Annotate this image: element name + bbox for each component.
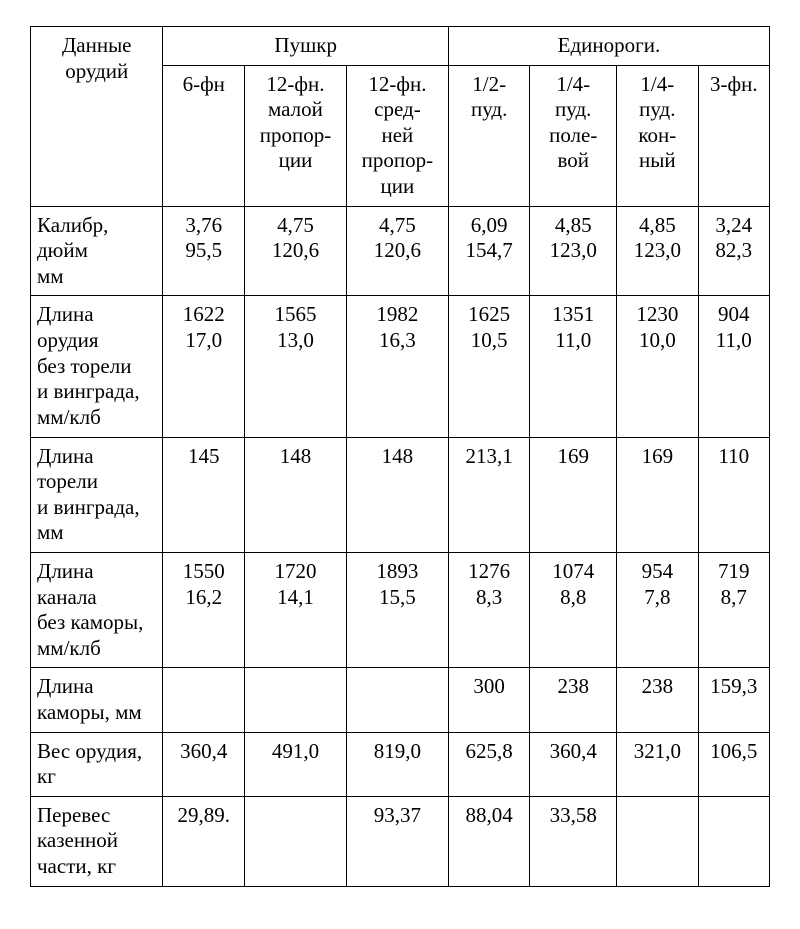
data-cell xyxy=(346,668,448,732)
data-cell: 904 11,0 xyxy=(698,296,769,437)
data-cell: 360,4 xyxy=(530,732,617,796)
data-cell xyxy=(163,668,245,732)
table-body: Калибр, дюйм мм3,76 95,54,75 120,64,75 1… xyxy=(31,206,770,886)
data-cell: 1893 15,5 xyxy=(346,552,448,667)
sub-header-1: 12-фн. малой пропор- ции xyxy=(245,65,347,206)
data-cell: 4,75 120,6 xyxy=(245,206,347,296)
sub-header-2: 12-фн. сред- ней пропор- ции xyxy=(346,65,448,206)
sub-header-4: 1/4- пуд. поле- вой xyxy=(530,65,617,206)
row-label: Длина каморы, мм xyxy=(31,668,163,732)
data-cell: 106,5 xyxy=(698,732,769,796)
sub-header-3: 1/2- пуд. xyxy=(448,65,530,206)
data-cell: 4,85 123,0 xyxy=(530,206,617,296)
data-cell: 1565 13,0 xyxy=(245,296,347,437)
data-cell: 3,76 95,5 xyxy=(163,206,245,296)
data-cell: 360,4 xyxy=(163,732,245,796)
data-cell: 1074 8,8 xyxy=(530,552,617,667)
data-cell: 4,85 123,0 xyxy=(617,206,699,296)
row-label: Вес орудия, кг xyxy=(31,732,163,796)
data-cell: 169 xyxy=(617,437,699,552)
data-cell: 1625 10,5 xyxy=(448,296,530,437)
table-row: Перевес казенной части, кг29,89. 93,3788,… xyxy=(31,796,770,886)
sub-header-6: 3-фн. xyxy=(698,65,769,206)
data-cell: 719 8,7 xyxy=(698,552,769,667)
row-label-header: Данные орудий xyxy=(31,27,163,207)
table-row: Длина каморы, мм300238238159,3 xyxy=(31,668,770,732)
row-label: Длина канала без каморы, мм/клб xyxy=(31,552,163,667)
table-row: Вес орудия, кг360,4491,0819,0625,8360,43… xyxy=(31,732,770,796)
data-cell: 491,0 xyxy=(245,732,347,796)
data-cell: 33,58 xyxy=(530,796,617,886)
data-cell: 110 xyxy=(698,437,769,552)
data-cell: 145 xyxy=(163,437,245,552)
data-cell xyxy=(245,668,347,732)
row-label: Длина торели и винграда, мм xyxy=(31,437,163,552)
data-cell: 625,8 xyxy=(448,732,530,796)
data-cell xyxy=(698,796,769,886)
data-cell: 1351 11,0 xyxy=(530,296,617,437)
row-label: Перевес казенной части, кг xyxy=(31,796,163,886)
data-cell: 3,24 82,3 xyxy=(698,206,769,296)
data-cell: 6,09 154,7 xyxy=(448,206,530,296)
table-header: Данные орудий Пушкр Единороги. 6-фн 12-ф… xyxy=(31,27,770,207)
table-row: Длина канала без каморы, мм/клб1550 16,2… xyxy=(31,552,770,667)
data-cell: 321,0 xyxy=(617,732,699,796)
data-cell: 1550 16,2 xyxy=(163,552,245,667)
data-cell: 93,37 xyxy=(346,796,448,886)
data-cell: 148 xyxy=(346,437,448,552)
table-row: Длина орудия без торели и винграда, мм/к… xyxy=(31,296,770,437)
data-cell: 1622 17,0 xyxy=(163,296,245,437)
data-cell: 238 xyxy=(617,668,699,732)
data-cell xyxy=(617,796,699,886)
row-label: Длина орудия без торели и винграда, мм/к… xyxy=(31,296,163,437)
data-cell: 213,1 xyxy=(448,437,530,552)
data-cell: 1230 10,0 xyxy=(617,296,699,437)
sub-header-5: 1/4- пуд. кон- ный xyxy=(617,65,699,206)
data-cell: 29,89. xyxy=(163,796,245,886)
data-cell: 1982 16,3 xyxy=(346,296,448,437)
data-cell: 88,04 xyxy=(448,796,530,886)
data-cell: 300 xyxy=(448,668,530,732)
data-cell: 954 7,8 xyxy=(617,552,699,667)
data-cell: 1276 8,3 xyxy=(448,552,530,667)
artillery-data-table: Данные орудий Пушкр Единороги. 6-фн 12-ф… xyxy=(30,26,770,887)
data-cell: 1720 14,1 xyxy=(245,552,347,667)
sub-header-0: 6-фн xyxy=(163,65,245,206)
data-cell: 238 xyxy=(530,668,617,732)
table-row: Длина торели и винграда, мм145148148213,… xyxy=(31,437,770,552)
data-cell: 819,0 xyxy=(346,732,448,796)
data-cell: 148 xyxy=(245,437,347,552)
data-cell: 159,3 xyxy=(698,668,769,732)
table-row: Калибр, дюйм мм3,76 95,54,75 120,64,75 1… xyxy=(31,206,770,296)
data-cell: 169 xyxy=(530,437,617,552)
row-label: Калибр, дюйм мм xyxy=(31,206,163,296)
group-header-pushkr: Пушкр xyxy=(163,27,448,66)
data-cell: 4,75 120,6 xyxy=(346,206,448,296)
data-cell xyxy=(245,796,347,886)
group-header-edinorogi: Единороги. xyxy=(448,27,769,66)
